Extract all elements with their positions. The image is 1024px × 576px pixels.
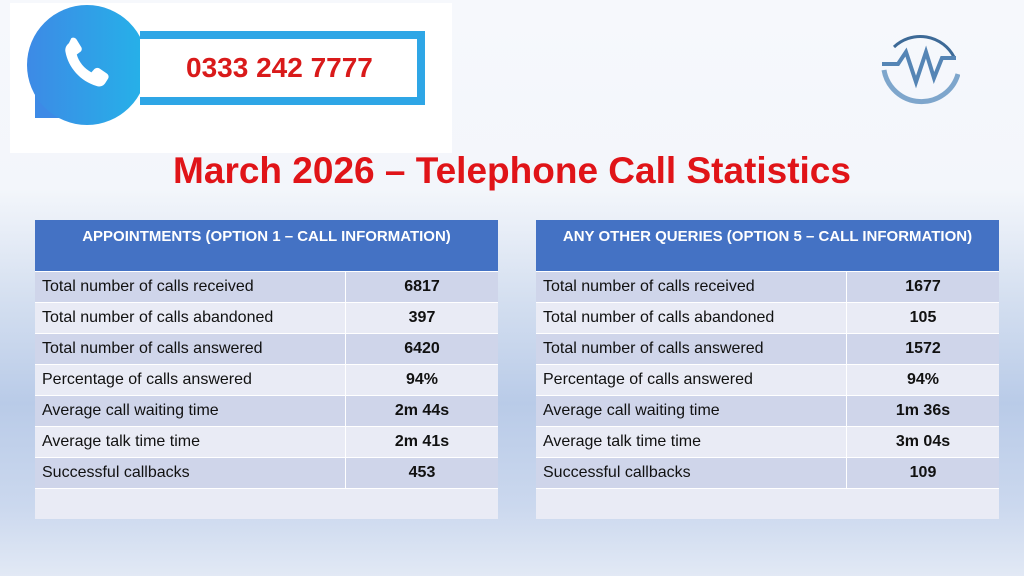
row-label: Total number of calls abandoned: [35, 303, 346, 333]
table-row: Average talk time time 2m 41s: [35, 426, 498, 457]
row-value: 2m 41s: [394, 433, 450, 450]
row-value: 1m 36s: [895, 402, 951, 419]
row-label: Average talk time time: [536, 427, 847, 457]
table-row: Average call waiting time 1m 36s: [536, 395, 999, 426]
table-row: Successful callbacks 453: [35, 457, 498, 488]
row-value: 94%: [405, 371, 439, 388]
row-value: 2m 44s: [394, 402, 450, 419]
table-row: Total number of calls received 1677: [536, 271, 999, 302]
row-label: Successful callbacks: [35, 458, 346, 488]
row-value: 453: [408, 464, 436, 481]
row-label: Successful callbacks: [536, 458, 847, 488]
empty-row: [35, 488, 498, 519]
table-row: Percentage of calls answered 94%: [536, 364, 999, 395]
row-value: 1572: [905, 340, 941, 357]
row-label: Percentage of calls answered: [35, 365, 346, 395]
row-value: 105: [909, 309, 937, 326]
table-row: Average talk time time 3m 04s: [536, 426, 999, 457]
row-value: 6420: [404, 340, 440, 357]
row-value: 109: [909, 464, 937, 481]
row-value: 6817: [404, 278, 440, 295]
appointments-table: APPOINTMENTS (OPTION 1 – CALL INFORMATIO…: [35, 220, 498, 519]
phone-number-box: [140, 31, 425, 105]
other-queries-table: ANY OTHER QUERIES (OPTION 5 – CALL INFOR…: [536, 220, 999, 519]
table-row: Total number of calls answered 1572: [536, 333, 999, 364]
table-row: Total number of calls answered 6420: [35, 333, 498, 364]
row-label: Average talk time time: [35, 427, 346, 457]
row-label: Average call waiting time: [536, 396, 847, 426]
row-value: 1677: [905, 278, 941, 295]
page-title: March 2026 – Telephone Call Statistics: [173, 150, 851, 191]
row-value: 94%: [906, 371, 940, 388]
phone-icon: [52, 28, 122, 98]
row-label: Total number of calls abandoned: [536, 303, 847, 333]
table-row: Average call waiting time 2m 44s: [35, 395, 498, 426]
row-label: Total number of calls answered: [35, 334, 346, 364]
row-label: Percentage of calls answered: [536, 365, 847, 395]
table-row: Successful callbacks 109: [536, 457, 999, 488]
phone-number[interactable]: 0333 242 7777: [186, 52, 373, 83]
row-label: Total number of calls received: [35, 272, 346, 302]
row-value: 3m 04s: [895, 433, 951, 450]
table-row: Percentage of calls answered 94%: [35, 364, 498, 395]
table-header: ANY OTHER QUERIES (OPTION 5 – CALL INFOR…: [536, 220, 999, 271]
row-label: Total number of calls received: [536, 272, 847, 302]
table-row: Total number of calls abandoned 105: [536, 302, 999, 333]
table-header: APPOINTMENTS (OPTION 1 – CALL INFORMATIO…: [35, 220, 498, 271]
row-label: Average call waiting time: [35, 396, 346, 426]
speech-bubble: [27, 5, 147, 125]
row-value: 397: [408, 309, 436, 326]
row-label: Total number of calls answered: [536, 334, 847, 364]
table-row: Total number of calls abandoned 397: [35, 302, 498, 333]
table-row: Total number of calls received 6817: [35, 271, 498, 302]
empty-row: [536, 488, 999, 519]
company-logo-icon: [880, 12, 961, 110]
